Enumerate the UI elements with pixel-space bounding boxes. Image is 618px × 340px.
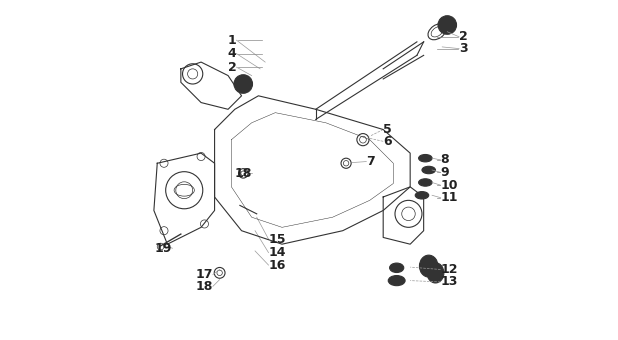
Text: 7: 7 [366,155,375,168]
Ellipse shape [418,154,432,162]
Text: 1: 1 [228,34,237,47]
Text: 6: 6 [383,135,392,148]
Text: 18: 18 [234,167,252,180]
Text: 14: 14 [269,246,286,259]
Text: 18: 18 [195,280,213,293]
Ellipse shape [389,263,404,273]
Ellipse shape [438,16,457,34]
Text: 4: 4 [228,47,237,60]
Text: 10: 10 [441,179,458,192]
Text: 13: 13 [441,275,458,288]
Text: 3: 3 [459,42,468,55]
Text: 8: 8 [441,153,449,166]
Text: 19: 19 [155,242,172,255]
Ellipse shape [420,255,438,277]
Text: 17: 17 [195,268,213,281]
Text: 2: 2 [228,61,237,74]
Text: 5: 5 [383,123,392,136]
Text: 12: 12 [441,263,458,276]
Text: 16: 16 [269,259,286,272]
Ellipse shape [427,263,444,283]
Ellipse shape [422,166,436,174]
Text: 15: 15 [269,233,286,245]
Text: 9: 9 [441,166,449,179]
Ellipse shape [234,75,253,93]
Text: 11: 11 [441,191,458,204]
Ellipse shape [388,275,405,286]
Ellipse shape [418,179,432,186]
Text: 2: 2 [459,30,468,43]
Ellipse shape [415,191,429,199]
